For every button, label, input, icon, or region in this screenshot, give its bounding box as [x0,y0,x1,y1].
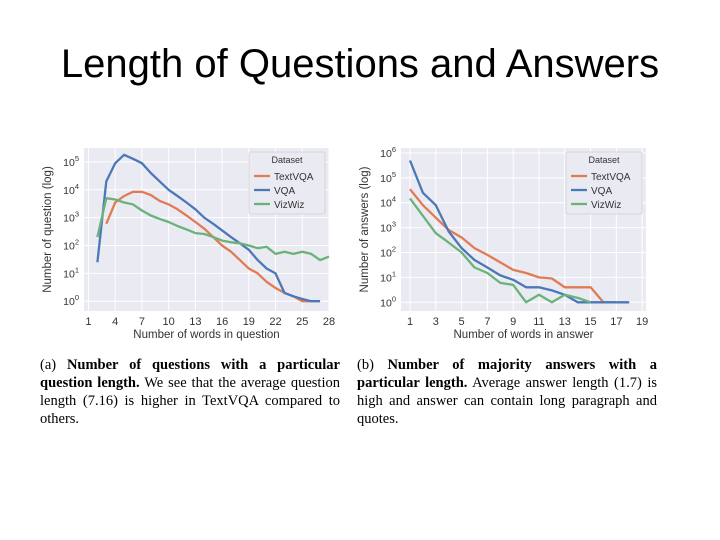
x-tick-label: 13 [559,316,571,328]
x-tick-label: 16 [216,316,228,328]
series-line-vqa [408,160,630,304]
series-line-vizwiz [409,197,591,304]
y-axis-label: Number of question (log) [42,166,54,293]
legend-title: Dataset [271,155,303,165]
legend-label-vqa: VQA [274,186,295,197]
x-tick-label: 22 [269,316,281,328]
legend-label-textvqa: TextVQA [591,172,631,183]
x-tick-label: 7 [484,316,490,328]
x-tick-label: 7 [139,316,145,328]
series-line-vqa [96,153,321,303]
caption-label: (a) [40,357,67,373]
x-tick-label: 1 [407,316,413,328]
y-tick-label: 104 [63,182,79,197]
x-tick-label: 19 [636,316,648,328]
x-tick-label: 10 [163,316,175,328]
x-tick-label: 3 [433,316,439,328]
legend-label-vizwiz: VizWiz [591,200,621,211]
y-tick-label: 103 [380,220,396,235]
legend-title: Dataset [588,155,620,165]
x-tick-label: 25 [296,316,308,328]
x-tick-label: 5 [459,316,465,328]
y-tick-label: 100 [63,293,79,308]
caption-label: (b) [357,357,388,373]
caption-text: We see that the average question length … [40,375,340,427]
x-tick-label: 13 [189,316,201,328]
series-line-textvqa [409,188,617,304]
legend-label-vqa: VQA [591,186,612,197]
legend-label-textvqa: TextVQA [274,172,314,183]
caption-text: Average answer length (1.7) is high and … [357,375,657,427]
caption-bold: Number of majority answers with a partic… [357,357,657,391]
y-tick-label: 105 [380,170,396,185]
y-tick-label: 106 [380,145,396,160]
y-tick-label: 101 [63,265,79,280]
legend-box [565,151,643,215]
x-tick-label: 28 [323,316,335,328]
x-axis-label: Number of words in answer [454,329,594,341]
series-line-vizwiz [96,197,330,262]
x-tick-label: 15 [584,316,596,328]
caption-question-length: (a) Number of questions with a particula… [40,356,340,428]
caption-answer-length: (b) Number of majority answers with a pa… [357,356,657,428]
x-tick-label: 1 [85,316,91,328]
x-tick-label: 4 [112,316,118,328]
series-line-textvqa [105,190,312,303]
y-tick-label: 104 [380,195,396,210]
y-tick-label: 105 [63,154,79,169]
x-tick-label: 19 [243,316,255,328]
y-tick-label: 100 [380,294,396,309]
x-tick-label: 11 [533,316,544,328]
x-tick-label: 9 [510,316,516,328]
slide-title: Length of Questions and Answers [60,42,660,86]
chart-answer-length: 1 3 5 7 9 11 13 15 17 19100101102103104105106Numb… [359,145,648,341]
y-tick-label: 102 [63,238,79,253]
chart-question-length: 1 4 7 10 13 16 19 22 25 28 100 101 102 103 104 105 Numbe… [42,148,335,341]
y-tick-label: 103 [63,210,79,225]
x-tick-label: 17 [610,316,622,328]
legend-label-vizwiz: VizWiz [274,200,304,211]
y-tick-label: 101 [380,269,396,284]
caption-bold: Number of questions with a particular qu… [40,357,340,391]
y-tick-label: 102 [380,245,396,260]
y-axis-label: Number of answers (log) [359,166,371,292]
legend-box [248,151,326,215]
x-axis-label: Number of words in question [133,329,279,341]
